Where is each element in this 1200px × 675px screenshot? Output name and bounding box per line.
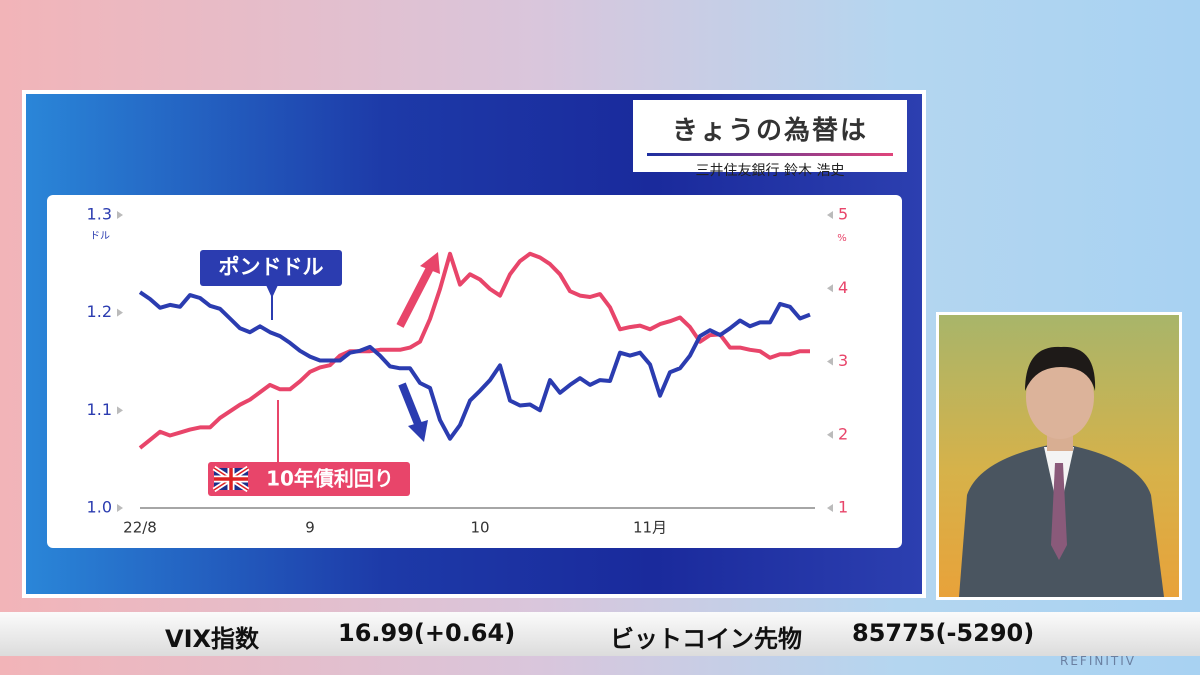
y-tick-mark — [117, 308, 123, 317]
presenter-video — [936, 312, 1182, 600]
y-tick-label: 1.0 — [87, 498, 112, 517]
y-tick-mark — [117, 211, 123, 219]
y-tick-label: 1.2 — [87, 302, 112, 321]
y2-tick-label: 2 — [838, 424, 848, 443]
series-label: ポンドドル — [219, 255, 324, 279]
x-tick-label: 22/8 — [123, 519, 157, 537]
brand: REFINITIV — [1060, 654, 1136, 668]
y2-tick-mark — [827, 357, 833, 366]
ticker-label: ビットコイン先物 — [610, 625, 802, 653]
uk-flag — [212, 465, 250, 493]
y2-axis-unit: % — [837, 233, 847, 244]
ticker-label: VIX指数 — [165, 625, 260, 653]
y2-tick-label: 4 — [838, 278, 848, 297]
x-tick-label: 11月 — [633, 519, 667, 537]
chart: 11月 10 9 22/8 5 4 3 2 1 1.3 1.2 1.1 1.0 ポンドドル 10年債利回… — [87, 205, 849, 537]
y2-tick-label: 5 — [838, 205, 848, 224]
x-tick-label: 10 — [470, 519, 489, 537]
y-tick-label: 1.1 — [87, 400, 112, 419]
ticker-value: 85775(-5290) — [852, 619, 1035, 647]
chart-card — [47, 195, 902, 548]
y-axis-unit: ドル — [90, 231, 110, 242]
up-arrow — [396, 252, 440, 328]
y-tick-mark — [117, 406, 123, 415]
down-arrow — [398, 382, 428, 442]
y2-tick-mark — [827, 430, 833, 439]
presenter-name: 三井住友銀行 鈴木 浩史 — [695, 163, 845, 179]
ticker-bar: VIX指数 16.99(+0.64) ビットコイン先物 85775(-5290) — [0, 612, 1200, 656]
ticker-value: 16.99(+0.64) — [338, 619, 516, 647]
x-tick-label: 9 — [305, 519, 315, 537]
gbpusd-callout: ポンドドル — [200, 250, 342, 320]
y2-tick-mark — [827, 211, 833, 219]
presenter-figure — [959, 346, 1164, 597]
series-line — [138, 290, 811, 441]
gilt-callout: 10年債利回り — [208, 400, 410, 496]
series-label: 10年債利回り — [266, 467, 394, 491]
y2-tick-mark — [827, 504, 833, 512]
segment-header: きょうの為替は 三井住友銀行 鈴木 浩史 — [633, 100, 907, 179]
y2-tick-label: 1 — [838, 498, 848, 517]
y-tick-label: 1.3 — [87, 205, 112, 224]
y2-tick-mark — [827, 284, 833, 293]
y2-tick-label: 3 — [838, 351, 848, 370]
divider — [647, 153, 893, 156]
segment-title: きょうの為替は — [671, 116, 868, 146]
y-tick-mark — [117, 504, 123, 512]
